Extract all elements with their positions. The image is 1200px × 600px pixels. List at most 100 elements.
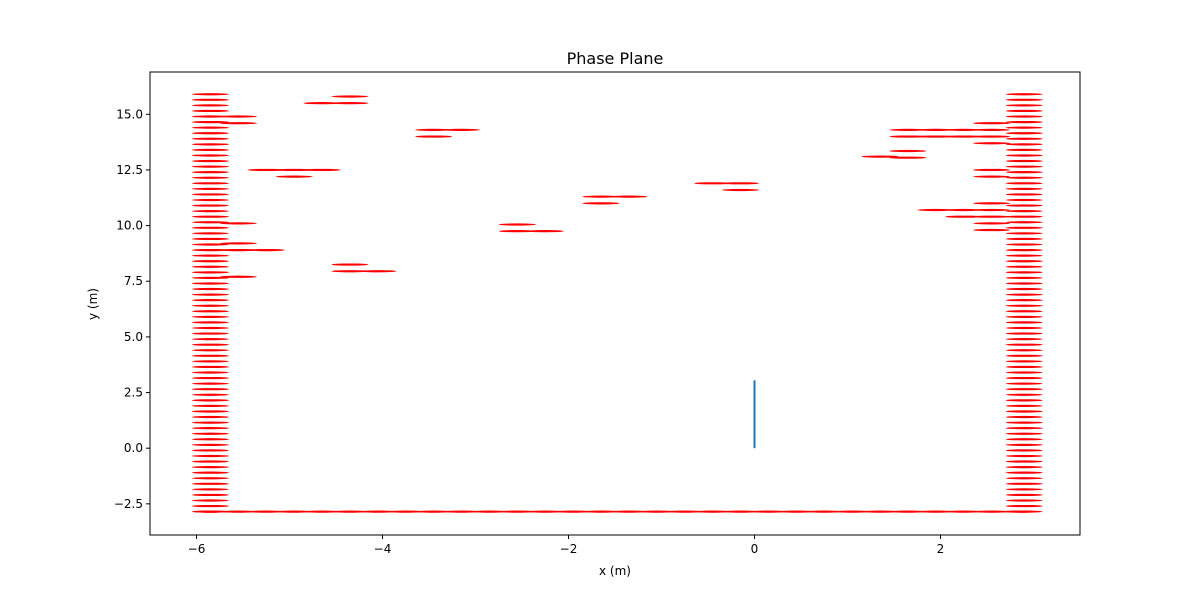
obstacle-point bbox=[694, 182, 732, 185]
obstacle-wall-left bbox=[191, 388, 230, 391]
x-tick-label: 2 bbox=[937, 542, 945, 556]
obstacle-wall-right bbox=[1005, 504, 1043, 508]
obstacle-wall-right bbox=[1005, 304, 1043, 307]
obstacle-wall-left bbox=[191, 332, 230, 335]
obstacle-floor bbox=[861, 510, 899, 513]
obstacle-wall-right bbox=[1005, 404, 1043, 408]
obstacle-wall-left bbox=[191, 237, 230, 241]
y-tick-label: 5.0 bbox=[124, 330, 143, 344]
obstacle-wall-left bbox=[191, 365, 230, 369]
obstacle-wall-left bbox=[191, 493, 230, 497]
obstacle-wall-left bbox=[191, 449, 230, 452]
obstacle-wall-right bbox=[1005, 332, 1043, 335]
obstacle-wall-right bbox=[1005, 354, 1043, 357]
obstacle-wall-left bbox=[191, 321, 230, 324]
obstacle-point bbox=[973, 208, 1011, 212]
obstacle-point bbox=[973, 128, 1011, 131]
obstacle-wall-right bbox=[1005, 237, 1043, 241]
obstacle-wall-right bbox=[1005, 349, 1043, 352]
obstacle-floor bbox=[1000, 510, 1039, 513]
obstacle-wall-left bbox=[191, 198, 230, 202]
obstacle-point bbox=[973, 215, 1011, 218]
obstacle-point bbox=[610, 195, 648, 198]
y-tick-label: 15.0 bbox=[116, 107, 143, 121]
obstacle-floor bbox=[247, 510, 285, 513]
obstacle-wall-left bbox=[191, 415, 230, 419]
obstacle-wall-right bbox=[1005, 415, 1043, 419]
obstacle-point bbox=[331, 95, 369, 98]
obstacle-wall-right bbox=[1005, 315, 1043, 318]
obstacle-wall-right bbox=[1005, 343, 1043, 346]
y-axis-label: y (m) bbox=[86, 288, 100, 320]
obstacle-point bbox=[303, 102, 341, 105]
obstacle-wall-left bbox=[191, 499, 230, 502]
obstacle-point bbox=[303, 168, 341, 172]
obstacle-wall-left bbox=[191, 210, 230, 213]
obstacle-wall-left bbox=[191, 466, 230, 469]
obstacle-floor bbox=[470, 510, 509, 513]
obstacle-point bbox=[331, 263, 369, 266]
obstacle-wall-right bbox=[1005, 137, 1043, 140]
obstacle-wall-left bbox=[191, 482, 230, 485]
obstacle-point bbox=[359, 270, 397, 273]
obstacle-floor bbox=[219, 510, 257, 513]
obstacle-wall-left bbox=[191, 293, 230, 296]
obstacle-point bbox=[582, 195, 620, 198]
obstacle-wall-right bbox=[1005, 449, 1043, 452]
obstacle-wall-right bbox=[1005, 421, 1043, 424]
obstacle-wall-left bbox=[191, 315, 230, 318]
obstacle-wall-right bbox=[1005, 471, 1043, 474]
obstacle-wall-left bbox=[191, 438, 230, 441]
obstacle-wall-left bbox=[191, 148, 230, 152]
obstacle-floor bbox=[582, 510, 620, 513]
obstacle-point bbox=[917, 128, 955, 131]
obstacle-floor bbox=[191, 510, 230, 513]
obstacle-floor bbox=[442, 510, 481, 513]
obstacle-wall-left bbox=[191, 104, 230, 107]
obstacle-point bbox=[889, 135, 927, 138]
obstacle-wall-right bbox=[1005, 493, 1043, 497]
obstacle-wall-left bbox=[191, 454, 230, 458]
obstacle-point bbox=[861, 155, 899, 158]
obstacle-wall-left bbox=[191, 193, 230, 196]
obstacle-wall-right bbox=[1005, 438, 1043, 441]
obstacle-wall-right bbox=[1005, 198, 1043, 202]
obstacle-wall-left bbox=[191, 204, 230, 207]
obstacle-wall-left bbox=[191, 432, 230, 435]
obstacle-wall-left bbox=[191, 343, 230, 346]
obstacle-point bbox=[945, 135, 983, 138]
obstacle-wall-right bbox=[1005, 488, 1043, 491]
obstacle-floor bbox=[303, 510, 341, 513]
obstacle-wall-right bbox=[1005, 477, 1043, 480]
obstacle-floor bbox=[973, 510, 1011, 513]
obstacle-floor bbox=[694, 510, 732, 513]
obstacle-floor bbox=[498, 510, 536, 513]
obstacle-wall-left bbox=[191, 399, 230, 402]
obstacle-wall-right bbox=[1005, 215, 1043, 218]
obstacle-wall-right bbox=[1005, 287, 1043, 291]
obstacle-wall-right bbox=[1005, 365, 1043, 369]
obstacle-point bbox=[973, 168, 1011, 172]
obstacle-wall-right bbox=[1005, 321, 1043, 324]
obstacle-wall-left bbox=[191, 109, 230, 113]
obstacle-wall-left bbox=[191, 460, 230, 463]
obstacle-wall-left bbox=[191, 137, 230, 140]
obstacle-point bbox=[721, 188, 760, 192]
obstacle-wall-right bbox=[1005, 410, 1043, 413]
obstacle-wall-left bbox=[191, 421, 230, 424]
obstacle-point bbox=[973, 222, 1011, 225]
obstacle-wall-right bbox=[1005, 193, 1043, 196]
obstacle-point bbox=[973, 135, 1011, 138]
obstacle-wall-left bbox=[191, 265, 230, 268]
obstacle-floor bbox=[359, 510, 397, 513]
obstacle-wall-right bbox=[1005, 221, 1043, 224]
obstacle-wall-right bbox=[1005, 393, 1043, 396]
obstacle-point bbox=[917, 135, 955, 138]
obstacle-point bbox=[331, 102, 369, 105]
obstacle-wall-left bbox=[191, 243, 230, 246]
x-tick-label: −6 bbox=[188, 542, 206, 556]
obstacle-floor bbox=[415, 510, 453, 513]
obstacle-wall-right bbox=[1005, 360, 1043, 363]
obstacle-point bbox=[973, 175, 1011, 178]
obstacle-wall-left bbox=[191, 310, 230, 313]
